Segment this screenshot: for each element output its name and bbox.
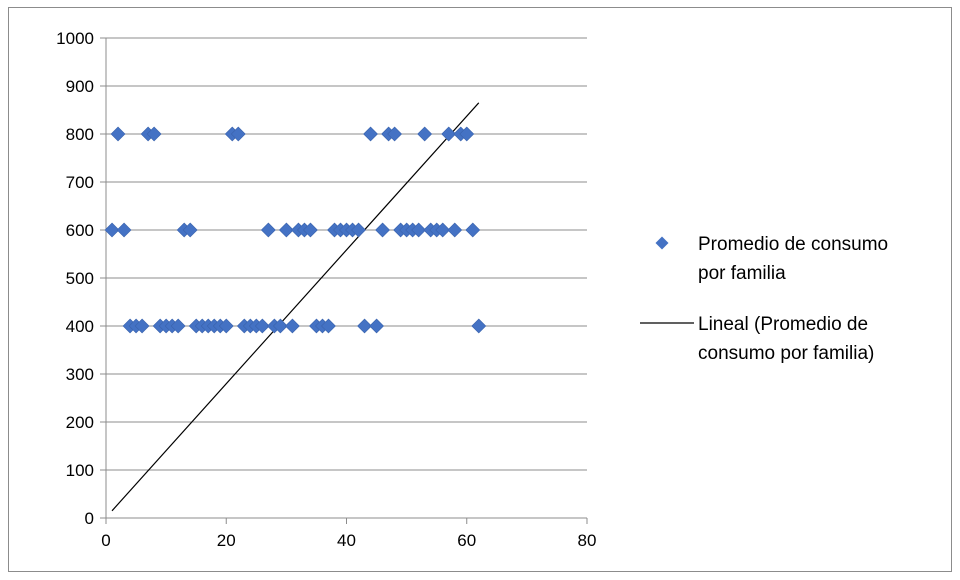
data-point <box>303 222 318 238</box>
data-point <box>272 318 288 334</box>
legend-label-trendline: Lineal (Promedio de <box>698 314 868 335</box>
data-point <box>357 318 372 334</box>
y-tick-label: 800 <box>66 125 94 144</box>
y-tick-label: 300 <box>66 365 94 384</box>
x-tick-labels: 0 20 40 60 80 <box>101 531 596 550</box>
data-point <box>278 222 294 238</box>
data-point <box>369 318 384 334</box>
grid-lines <box>106 37 587 471</box>
data-point <box>435 222 451 238</box>
data-point <box>134 318 150 334</box>
data-point <box>387 126 403 142</box>
x-tick-label: 80 <box>578 531 597 550</box>
data-point <box>351 222 366 238</box>
data-point <box>459 126 475 142</box>
chart-frame <box>8 7 952 572</box>
legend-label-trendline: consumo por familia) <box>698 343 874 364</box>
data-point <box>471 318 487 334</box>
y-tick-labels: 0 100 200 300 400 500 600 700 800 900 1000 <box>56 29 94 528</box>
trendline <box>111 102 480 512</box>
y-tick-label: 400 <box>66 317 94 336</box>
data-point <box>375 222 390 238</box>
data-point <box>260 222 276 238</box>
data-point <box>254 318 270 334</box>
data-point <box>230 126 246 142</box>
y-tick-label: 200 <box>66 413 94 432</box>
legend-label-scatter: por familia <box>698 263 786 284</box>
legend-marker-diamond <box>655 236 669 250</box>
x-tick-label: 60 <box>457 531 476 550</box>
legend: Promedio de consumo por familia Lineal (Pr… <box>640 234 888 364</box>
y-tick-label: 100 <box>66 461 94 480</box>
data-point <box>218 318 234 334</box>
data-point <box>441 126 457 142</box>
data-point <box>110 126 126 142</box>
data-point <box>284 318 300 334</box>
data-point <box>417 126 433 142</box>
axes <box>100 37 588 524</box>
data-point <box>170 318 186 334</box>
data-point <box>465 222 481 238</box>
y-tick-label: 500 <box>66 269 94 288</box>
data-point <box>447 222 463 238</box>
data-point <box>116 222 132 238</box>
legend-label-scatter: Promedio de consumo <box>698 234 888 255</box>
y-tick-label: 600 <box>66 221 94 240</box>
trendline-series <box>111 102 480 512</box>
data-point <box>146 126 162 142</box>
data-point <box>411 222 427 238</box>
x-tick-label: 0 <box>101 531 110 550</box>
x-tick-label: 40 <box>337 531 356 550</box>
y-tick-label: 900 <box>66 77 94 96</box>
data-point <box>104 222 120 238</box>
data-point <box>363 126 378 142</box>
data-points <box>104 126 487 334</box>
y-tick-label: 1000 <box>56 29 94 48</box>
data-point <box>321 318 336 334</box>
data-point <box>182 222 198 238</box>
y-tick-label: 0 <box>85 509 94 528</box>
y-tick-label: 700 <box>66 173 94 192</box>
x-tick-label: 20 <box>217 531 236 550</box>
